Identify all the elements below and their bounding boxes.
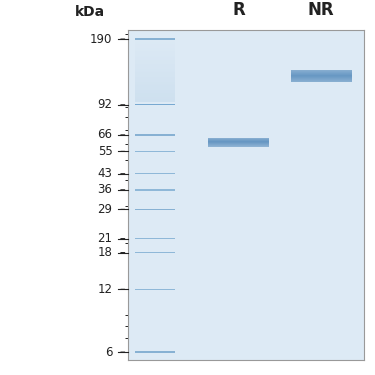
Text: 12: 12 <box>98 283 112 296</box>
Text: R: R <box>232 1 245 19</box>
Text: 6: 6 <box>105 346 112 358</box>
Text: 43: 43 <box>98 167 112 180</box>
Text: 36: 36 <box>98 183 112 196</box>
Text: 21: 21 <box>98 232 112 245</box>
Text: 92: 92 <box>98 98 112 111</box>
Text: NR: NR <box>308 1 334 19</box>
Text: 66: 66 <box>98 128 112 141</box>
Text: 55: 55 <box>98 145 112 158</box>
Text: kDa: kDa <box>75 5 105 19</box>
Text: 18: 18 <box>98 246 112 259</box>
Text: 190: 190 <box>90 33 112 46</box>
Text: 29: 29 <box>98 203 112 216</box>
